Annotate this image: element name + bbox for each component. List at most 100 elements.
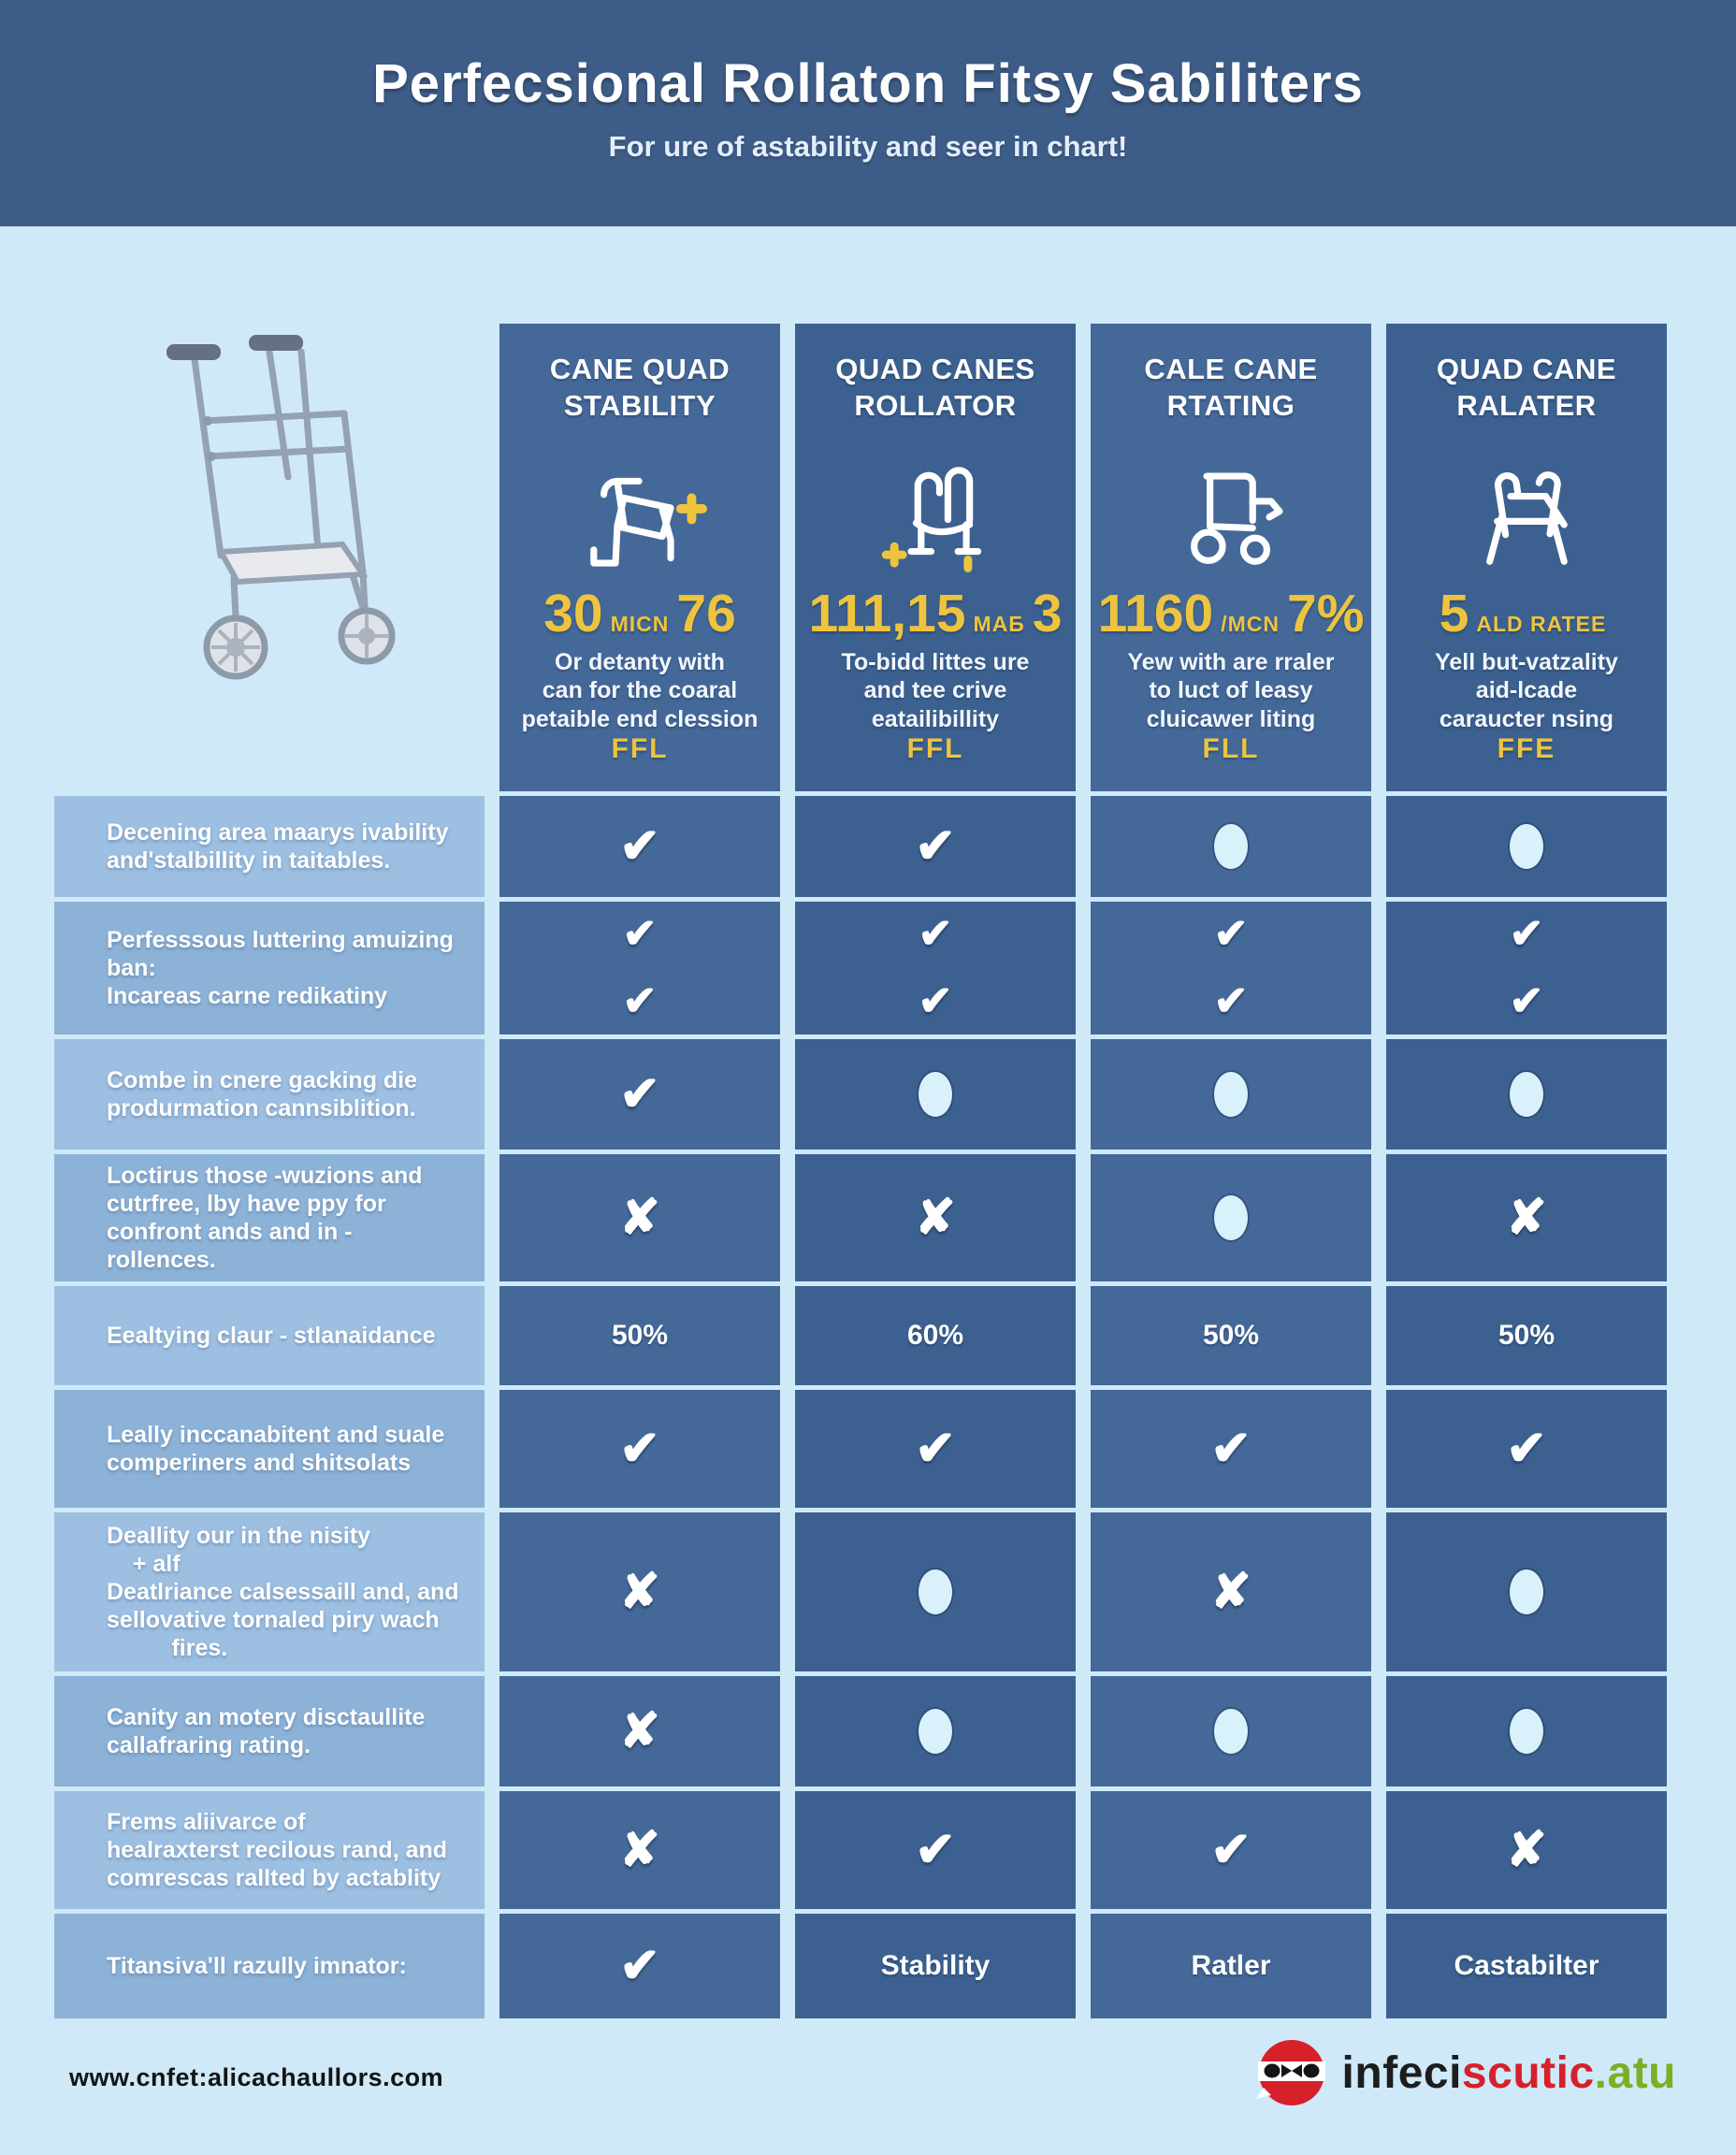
dot-icon <box>1510 1569 1543 1614</box>
check-icon: ✔ <box>622 978 658 1024</box>
table-cell: 60% <box>795 1286 1076 1385</box>
feature-row-label: Loctirus those -wuzions and cutrfree, lb… <box>54 1154 485 1281</box>
table-cell <box>1091 796 1371 897</box>
table-cell: ✔ <box>499 1914 780 2018</box>
column-title: CANE QUAD STABILITY <box>549 353 731 422</box>
table-cell: ✘ <box>1091 1512 1371 1671</box>
check-icon: ✔ <box>619 819 660 874</box>
table-cell: ✘ <box>499 1512 780 1671</box>
column-description: Yell but-vatzality aid-lcade caraucter n… <box>1435 648 1618 732</box>
table-cell: ✔ <box>1386 1390 1667 1508</box>
rollator-plus-icon <box>864 445 1006 587</box>
column-title: QUAD CANE RALATER <box>1436 353 1617 422</box>
dot-icon <box>1510 1709 1543 1754</box>
table-cell: Ratler <box>1091 1914 1371 2018</box>
table-cell: ✘ <box>499 1791 780 1909</box>
table-cell: ✘ <box>499 1676 780 1786</box>
table-cell: ✘ <box>795 1154 1076 1281</box>
table-cell: 50% <box>1386 1286 1667 1385</box>
feature-row-label: Leally inccanabitent and suale comperine… <box>54 1390 485 1508</box>
table-cell: ✔ <box>795 1791 1076 1909</box>
rear-wheel-icon <box>203 615 268 680</box>
column-description: Yew with are rraler to luct of leasy clu… <box>1127 648 1335 732</box>
cell-text: 60% <box>906 1320 964 1351</box>
logo-icon <box>1255 2040 1325 2105</box>
column-card: QUAD CANE RALATER 5 ALD RATEE Yell but-vatz… <box>1386 324 1667 791</box>
stat-value: 5 <box>1439 583 1469 644</box>
check-icon: ✔ <box>915 1823 956 1877</box>
walker-seat-plus-icon <box>569 445 711 587</box>
table-cell <box>795 1676 1076 1786</box>
table-cell: 50% <box>499 1286 780 1385</box>
table-cell: ✔ <box>795 1390 1076 1508</box>
feature-row-label: Combe in cnere gacking die produrmation … <box>54 1039 485 1150</box>
table-cell <box>795 1512 1076 1671</box>
rollator-drawing-icon <box>166 335 396 680</box>
table-cell: ✔ <box>499 796 780 897</box>
cell-text: Castabilter <box>1454 1950 1599 1981</box>
column-description: Or detanty with can for the coaral petai… <box>521 648 759 732</box>
table-cell <box>1091 1154 1371 1281</box>
rollator-wheels-icon <box>1160 445 1302 587</box>
cell-text: 50% <box>1202 1320 1260 1351</box>
seat-panel <box>216 541 369 586</box>
table-cell: ✔ <box>795 796 1076 897</box>
column-title: CALE CANE RTATING <box>1144 353 1318 422</box>
feature-row-label: Frems aliivarce of healraxterst recilous… <box>54 1791 485 1909</box>
check-icon: ✔ <box>915 819 956 874</box>
logo: infeciscutic.atu <box>1254 2035 1676 2110</box>
column-stat: 111,15 MAБ 3 <box>808 583 1063 644</box>
table-cell: ✔ <box>1091 1390 1371 1508</box>
dot-icon <box>1214 1709 1248 1754</box>
column-tag: FFL <box>906 733 964 764</box>
feature-row-label: Eealtying claur - stlanaidance <box>54 1286 485 1385</box>
handle-grip-right <box>249 335 303 351</box>
cross-icon: ✘ <box>915 1191 956 1245</box>
cell-text: 50% <box>1497 1320 1555 1351</box>
table-cell <box>1091 1676 1371 1786</box>
dot-icon <box>1214 824 1248 869</box>
check-icon: ✔ <box>918 978 953 1024</box>
table-cell: 50% <box>1091 1286 1371 1385</box>
dot-icon <box>919 1072 952 1117</box>
check-icon: ✔ <box>1210 1823 1251 1877</box>
table-cell <box>1386 1039 1667 1150</box>
column-tag: FLL <box>1202 733 1260 764</box>
dot-icon <box>1510 1072 1543 1117</box>
quad-walker-icon <box>1455 445 1598 587</box>
stat-value: 30 <box>543 583 603 644</box>
check-icon: ✔ <box>1213 911 1249 957</box>
dot-icon <box>1510 824 1543 869</box>
check-icon: ✔ <box>619 1422 660 1476</box>
check-icon: ✔ <box>619 1067 660 1121</box>
column-stat: 30 MICN 76 <box>543 583 736 644</box>
table-cell: ✔ ✔ <box>1386 902 1667 1034</box>
cross-icon: ✘ <box>1210 1565 1251 1619</box>
check-icon: ✔ <box>619 1939 660 1993</box>
logo-text-part1: infeci <box>1341 2047 1462 2098</box>
check-icon: ✔ <box>918 911 953 957</box>
table-cell: ✔ <box>499 1390 780 1508</box>
column-description: To-bidd littes ure and tee crive eataili… <box>841 648 1030 732</box>
table-cell: Castabilter <box>1386 1914 1667 2018</box>
stat-value-2: 3 <box>1032 583 1063 644</box>
double-check-icon: ✔ ✔ <box>919 914 953 1022</box>
handle-grip-left <box>166 344 221 360</box>
double-check-icon: ✔ ✔ <box>1510 914 1544 1022</box>
check-icon: ✔ <box>1213 978 1249 1024</box>
column-title: QUAD CANES ROLLATOR <box>835 353 1035 422</box>
cross-icon: ✘ <box>1506 1191 1547 1245</box>
header-band: Perfecsional Rollaton Fitsy Sabiliters F… <box>0 0 1736 226</box>
logo-text-part3: .atu <box>1594 2047 1676 2098</box>
check-icon: ✔ <box>1509 911 1544 957</box>
stat-value-2: 7% <box>1287 583 1365 644</box>
table-cell: ✔ ✔ <box>1091 902 1371 1034</box>
table-cell: ✘ <box>499 1154 780 1281</box>
check-icon: ✔ <box>1210 1422 1251 1476</box>
stat-value: 111,15 <box>808 583 966 644</box>
front-wheel-icon <box>338 607 396 665</box>
page-title: Perfecsional Rollaton Fitsy Sabiliters <box>372 53 1364 114</box>
column-card: QUAD CANES ROLLATOR 111,15 MAБ 3 To-bidd lit… <box>795 324 1076 791</box>
column-tag: FFE <box>1497 733 1556 764</box>
check-icon: ✔ <box>622 911 658 957</box>
